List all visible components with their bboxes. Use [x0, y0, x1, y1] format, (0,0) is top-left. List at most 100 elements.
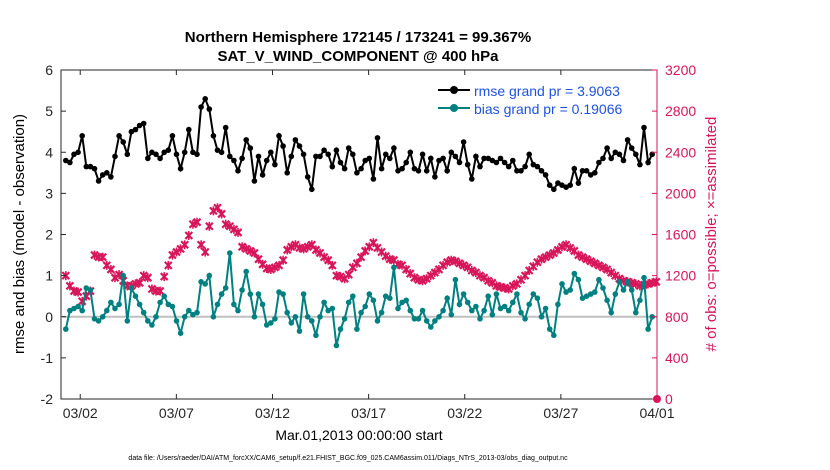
x-tick-label: 03/22 [447, 405, 482, 421]
bias-point [153, 314, 159, 320]
rmse-point [222, 124, 229, 131]
bias-point [600, 285, 606, 291]
bias-point [510, 299, 516, 306]
data-file-footer: data file: /Users/raeder/DAI/ATM_forcXX/… [128, 455, 568, 462]
rmse-point [210, 133, 217, 139]
bias-point [645, 326, 651, 332]
bias-point [456, 301, 463, 308]
rmse-point [341, 165, 348, 172]
bias-point [505, 307, 512, 314]
rmse-point [112, 153, 118, 160]
bias-point [637, 297, 643, 304]
bias-point [292, 314, 299, 320]
rmse-point [309, 186, 315, 193]
rmse-point [637, 161, 643, 168]
bias-point [428, 324, 434, 330]
bias-point [99, 314, 106, 320]
rmse-point [604, 145, 610, 151]
bias-point [161, 293, 167, 300]
bias-point [173, 318, 180, 324]
bias-point [321, 299, 327, 306]
rmse-point [177, 165, 184, 172]
bias-point [341, 316, 348, 322]
rmse-point [366, 155, 373, 162]
bias-point [555, 301, 561, 308]
bias-point [112, 305, 118, 312]
obs-marker [217, 209, 226, 219]
bias-point [300, 291, 307, 297]
rmse-point [374, 135, 381, 141]
bias-point [243, 268, 249, 275]
rmse-point [583, 168, 590, 174]
rmse-point [132, 126, 139, 133]
bias-point [288, 320, 295, 326]
bias-point [567, 287, 573, 293]
bias-series [63, 250, 655, 349]
bias-point [214, 301, 221, 308]
rmse-point [321, 147, 327, 153]
bias-point [251, 314, 258, 320]
rmse-point [423, 168, 430, 174]
bias-point [350, 293, 356, 300]
bias-point [436, 314, 442, 320]
obs-marker [344, 270, 354, 280]
rmse-point [518, 168, 524, 174]
obs-marker [98, 252, 107, 262]
rmse-point [419, 151, 426, 158]
bias-point [104, 307, 110, 314]
bias-point [116, 301, 122, 308]
obs-marker [180, 240, 190, 250]
rmse-series [63, 96, 655, 193]
rmse-point [284, 170, 291, 176]
chart-title-line1: Northern Hemisphere 172145 / 173241 = 99… [185, 29, 531, 46]
rmse-point [202, 96, 208, 102]
bias-point [272, 316, 278, 322]
bias-point [608, 309, 614, 316]
rmse-point [628, 145, 635, 151]
rmse-point [350, 151, 356, 158]
bias-point [259, 301, 266, 308]
bias-point [169, 303, 176, 310]
rmse-point [181, 149, 188, 156]
bias-point [222, 285, 229, 291]
bias-point [358, 309, 364, 316]
legend-bias-swatch-marker [450, 104, 458, 112]
rmse-point [153, 151, 159, 158]
rmse-point [432, 174, 438, 180]
rmse-point [526, 151, 532, 158]
rmse-point [407, 149, 414, 156]
rmse-point [600, 155, 606, 162]
bias-point [140, 309, 147, 316]
bias-point [362, 303, 369, 310]
bias-point [313, 332, 319, 339]
y-left-tick-label: 5 [45, 103, 53, 119]
rmse-point [276, 133, 282, 139]
y-left-tick-label: 1 [45, 268, 53, 284]
bias-point [612, 291, 619, 297]
legend-bias-label: bias grand pr = 0.19066 [474, 101, 622, 117]
bias-point [177, 330, 184, 337]
rmse-point [75, 149, 81, 156]
bias-point [194, 309, 200, 316]
plot-area [60, 69, 658, 400]
bias-point [522, 316, 528, 322]
bias-point [469, 307, 475, 314]
bias-point [239, 287, 245, 293]
x-axis-label: Mar.01,2013 00:00:00 start [275, 427, 442, 443]
rmse-point [567, 182, 573, 188]
bias-point [391, 264, 397, 271]
obs-marker [278, 255, 288, 265]
x-tick-label: 03/07 [159, 405, 194, 421]
rmse-point [239, 155, 245, 162]
rmse-point [633, 151, 639, 158]
rmse-point [477, 163, 483, 170]
rmse-point [198, 104, 204, 110]
rmse-point [317, 153, 323, 160]
bias-point [534, 295, 541, 302]
bias-point [473, 303, 479, 310]
obs-marker [250, 248, 259, 258]
rmse-point [534, 163, 541, 170]
rmse-point [304, 174, 311, 180]
bias-point [247, 291, 254, 297]
rmse-point [173, 151, 180, 158]
